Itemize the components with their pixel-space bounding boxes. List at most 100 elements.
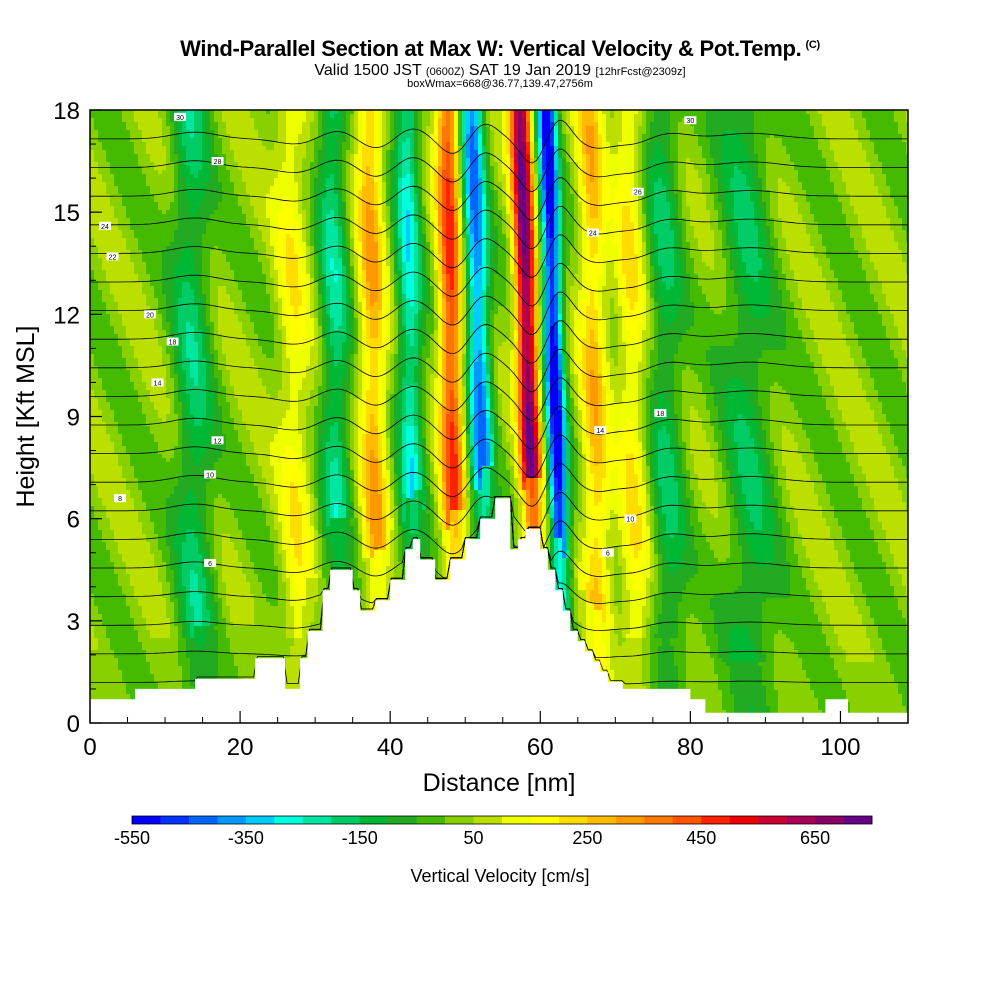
- velocity-cell: [126, 218, 131, 223]
- velocity-cell: [206, 482, 211, 487]
- velocity-cell: [134, 366, 139, 371]
- velocity-cell: [130, 146, 135, 151]
- velocity-cell: [210, 646, 215, 651]
- velocity-cell: [118, 198, 123, 203]
- velocity-cell: [186, 534, 191, 539]
- velocity-cell: [170, 394, 175, 399]
- velocity-cell: [150, 670, 155, 675]
- velocity-cell: [126, 206, 131, 211]
- velocity-cell: [90, 182, 95, 187]
- velocity-cell: [90, 370, 95, 375]
- velocity-cell: [134, 162, 139, 167]
- velocity-cell: [174, 662, 179, 667]
- velocity-cell: [186, 126, 191, 131]
- velocity-cell: [98, 274, 103, 279]
- velocity-cell: [150, 318, 155, 323]
- velocity-cell: [94, 118, 99, 123]
- velocity-cell: [146, 546, 151, 551]
- velocity-cell: [106, 494, 111, 499]
- velocity-cell: [190, 162, 195, 167]
- velocity-cell: [198, 366, 203, 371]
- velocity-cell: [206, 398, 211, 403]
- velocity-cell: [174, 414, 179, 419]
- velocity-cell: [158, 314, 163, 319]
- velocity-cell: [102, 150, 107, 155]
- velocity-cell: [118, 306, 123, 311]
- velocity-cell: [202, 314, 207, 319]
- velocity-cell: [98, 690, 103, 695]
- velocity-cell: [206, 566, 211, 571]
- velocity-cell: [198, 150, 203, 155]
- velocity-cell: [162, 586, 167, 591]
- velocity-cell: [190, 522, 195, 527]
- velocity-cell: [130, 126, 135, 131]
- velocity-cell: [106, 250, 111, 255]
- velocity-cell: [166, 382, 171, 387]
- velocity-cell: [186, 646, 191, 651]
- velocity-cell: [150, 430, 155, 435]
- velocity-cell: [114, 290, 119, 295]
- velocity-cell: [114, 218, 119, 223]
- velocity-cell: [142, 190, 147, 195]
- velocity-cell: [106, 178, 111, 183]
- velocity-cell: [206, 382, 211, 387]
- velocity-cell: [130, 362, 135, 367]
- velocity-cell: [146, 478, 151, 483]
- velocity-cell: [182, 346, 187, 351]
- velocity-cell: [90, 590, 95, 595]
- velocity-cell: [190, 114, 195, 119]
- velocity-cell: [158, 226, 163, 231]
- forecast-info: [12hrFcst@2309z]: [596, 66, 686, 78]
- velocity-cell: [134, 414, 139, 419]
- velocity-cell: [186, 354, 191, 359]
- velocity-cell: [154, 486, 159, 491]
- velocity-cell: [186, 686, 191, 691]
- velocity-cell: [190, 418, 195, 423]
- velocity-cell: [142, 646, 147, 651]
- velocity-cell: [150, 558, 155, 563]
- velocity-cell: [150, 674, 155, 679]
- velocity-cell: [198, 406, 203, 411]
- velocity-cell: [186, 250, 191, 255]
- velocity-cell: [194, 454, 199, 459]
- velocity-cell: [126, 586, 131, 591]
- velocity-cell: [162, 614, 167, 619]
- velocity-cell: [210, 618, 215, 623]
- velocity-cell: [110, 442, 115, 447]
- velocity-cell: [186, 566, 191, 571]
- velocity-cell: [214, 374, 219, 379]
- velocity-cell: [206, 246, 211, 251]
- velocity-cell: [138, 142, 143, 147]
- velocity-cell: [138, 682, 143, 687]
- velocity-cell: [118, 574, 123, 579]
- velocity-cell: [190, 438, 195, 443]
- velocity-cell: [158, 506, 163, 511]
- velocity-cell: [90, 498, 95, 503]
- velocity-cell: [166, 654, 171, 659]
- velocity-cell: [194, 622, 199, 627]
- velocity-cell: [154, 590, 159, 595]
- velocity-cell: [102, 302, 107, 307]
- velocity-cell: [130, 218, 135, 223]
- velocity-cell: [138, 214, 143, 219]
- velocity-cell: [138, 626, 143, 631]
- velocity-cell: [94, 138, 99, 143]
- velocity-cell: [90, 474, 95, 479]
- velocity-cell: [110, 142, 115, 147]
- velocity-cell: [162, 522, 167, 527]
- velocity-cell: [198, 414, 203, 419]
- velocity-cell: [130, 154, 135, 159]
- velocity-cell: [194, 406, 199, 411]
- velocity-cell: [130, 442, 135, 447]
- velocity-cell: [126, 138, 131, 143]
- velocity-cell: [146, 262, 151, 267]
- velocity-cell: [126, 526, 131, 531]
- velocity-cell: [146, 322, 151, 327]
- velocity-cell: [182, 258, 187, 263]
- velocity-cell: [214, 142, 219, 147]
- velocity-cell: [178, 306, 183, 311]
- velocity-cell: [126, 490, 131, 495]
- velocity-cell: [138, 562, 143, 567]
- velocity-cell: [98, 522, 103, 527]
- velocity-cell: [182, 362, 187, 367]
